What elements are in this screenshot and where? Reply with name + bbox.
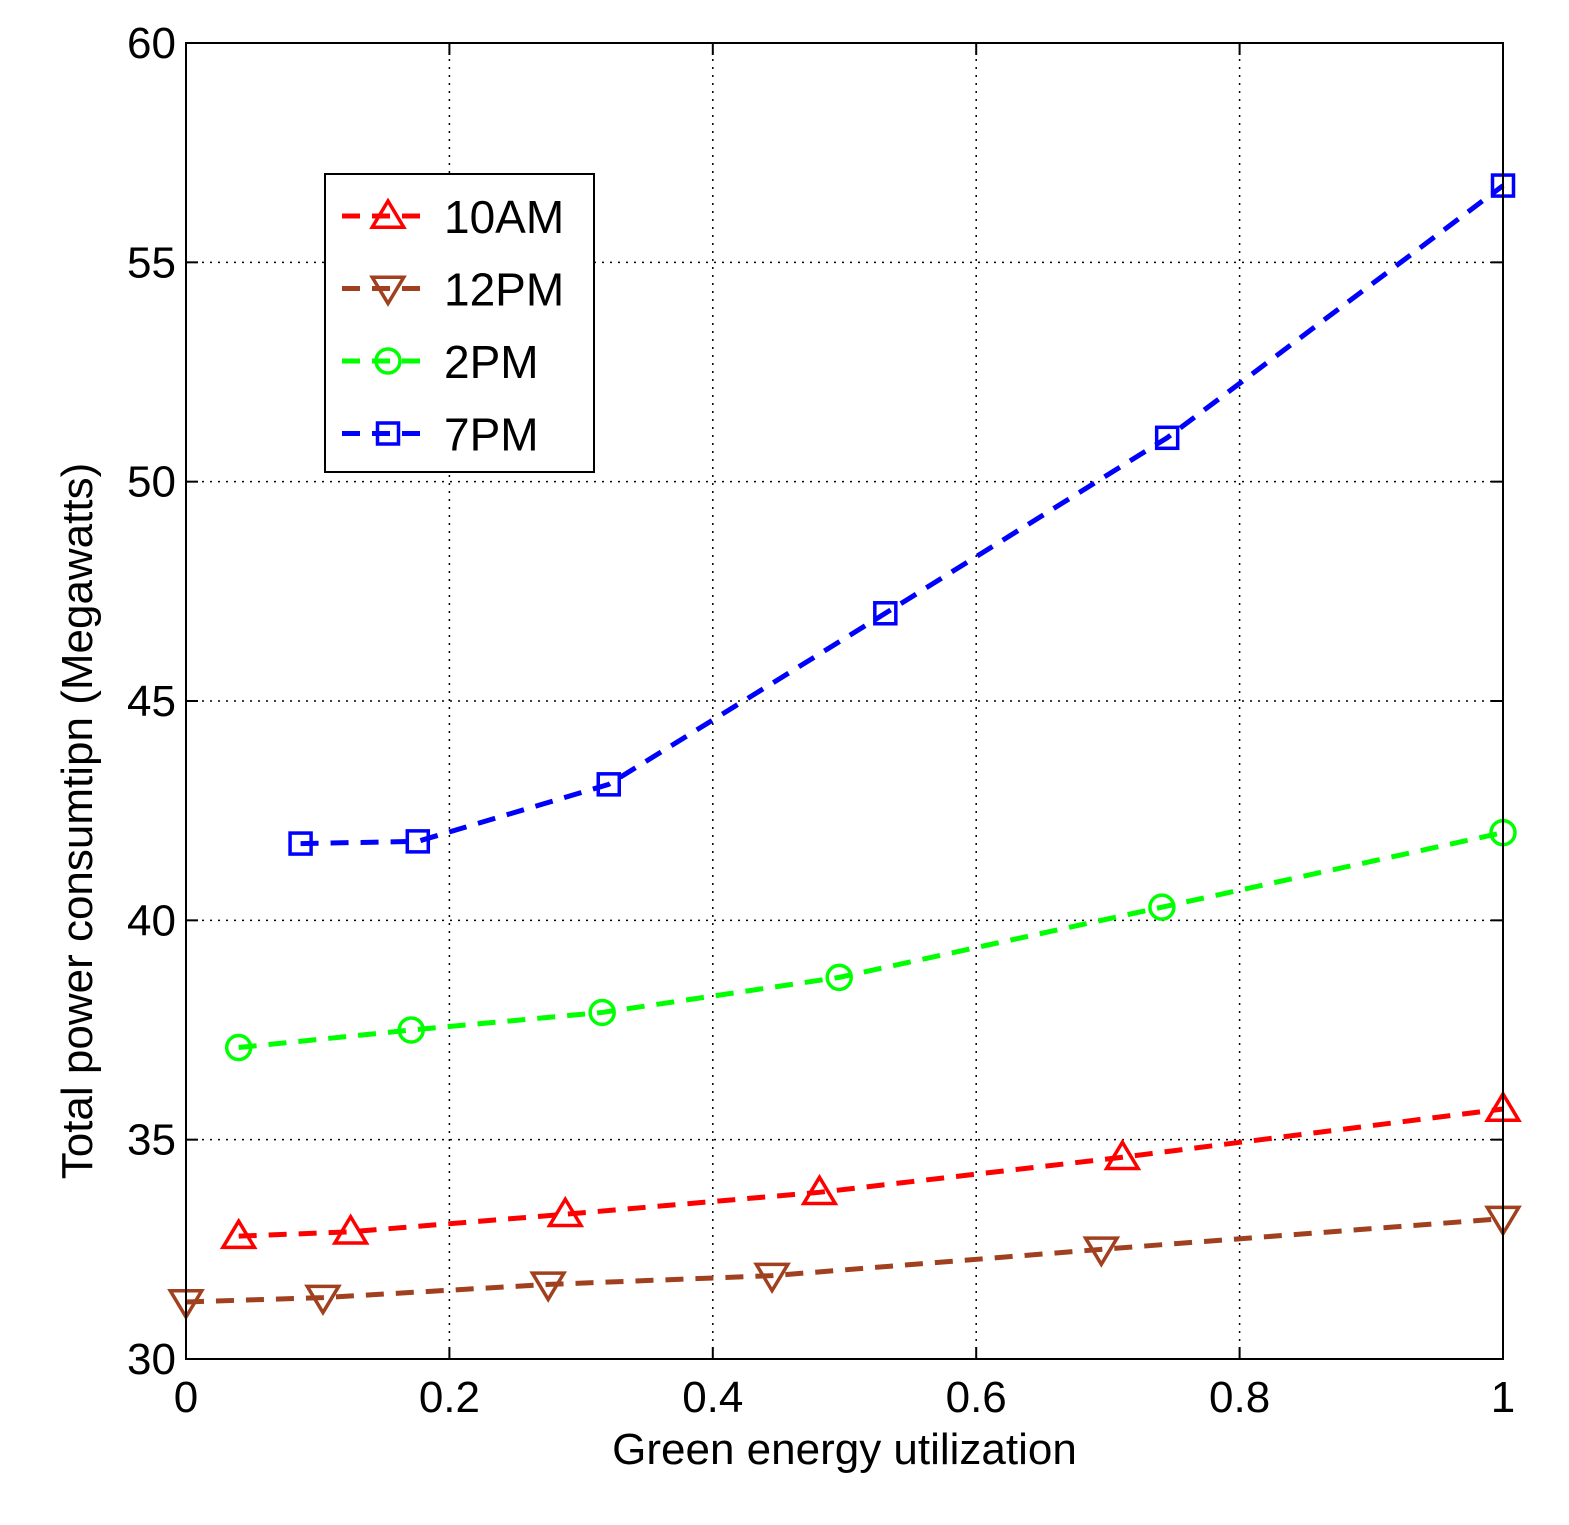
y-tick-label: 50 [127, 458, 176, 507]
marker-square [1154, 425, 1180, 451]
x-tick-label: 1 [1491, 1373, 1515, 1422]
marker-square [596, 772, 622, 797]
y-axis-title: Total power consumtipn (Megawatts) [53, 463, 102, 1180]
marker-triangle-down [369, 275, 407, 307]
y-tick-label: 55 [127, 238, 176, 287]
marker-square [405, 829, 431, 854]
marker-circle [397, 1016, 425, 1044]
legend-label: 12PM [444, 264, 564, 316]
marker-triangle-up [219, 1217, 258, 1250]
x-tick-label: 0.4 [682, 1373, 743, 1422]
legend: 10AM 12PM 2PM 7PM [324, 173, 595, 473]
legend-label: 2PM [444, 336, 539, 388]
marker-square [375, 421, 401, 446]
y-tick-label: 40 [127, 896, 176, 945]
y-tick-label: 60 [127, 19, 176, 68]
legend-item-10am: 10AM [342, 191, 564, 243]
x-tick-label: 0 [174, 1373, 198, 1422]
marker-triangle-up [546, 1195, 585, 1228]
legend-label: 7PM [444, 409, 539, 461]
marker-triangle-up [331, 1213, 370, 1245]
marker-triangle-down [753, 1262, 791, 1295]
marker-circle [374, 347, 402, 375]
marker-triangle-down [304, 1284, 342, 1316]
legend-item-7pm: 7PM [342, 409, 539, 461]
plot-series [167, 173, 1522, 1321]
x-tick-label: 0.8 [1209, 1373, 1270, 1422]
axis-ticks: 0 0.2 0.4 0.6 0.8 1 30 35 40 45 50 55 60 [127, 19, 1515, 1422]
grid [186, 43, 1503, 1359]
marker-square [288, 831, 313, 856]
y-tick-label: 45 [127, 677, 176, 726]
series-2pm [224, 818, 1517, 1062]
marker-triangle-down [1082, 1236, 1121, 1268]
series-10am [219, 1090, 1522, 1250]
marker-circle [825, 963, 853, 992]
marker-triangle-up [1103, 1138, 1142, 1171]
x-tick-label: 0.2 [419, 1373, 480, 1422]
legend-item-12pm: 12PM [342, 264, 564, 316]
x-tick-label: 0.6 [946, 1373, 1007, 1422]
y-tick-label: 30 [127, 1335, 176, 1384]
x-axis-title: Green energy utilization [612, 1425, 1077, 1474]
legend-item-2pm: 2PM [342, 336, 539, 388]
legend-label: 10AM [444, 191, 564, 243]
marker-circle [1148, 893, 1176, 921]
series-line [238, 830, 1504, 1051]
marker-triangle-up [800, 1173, 839, 1206]
marker-triangle-up [369, 197, 407, 229]
marker-square [873, 601, 898, 626]
marker-circle [224, 1033, 253, 1062]
series-line [238, 1106, 1504, 1239]
series-line [300, 183, 1505, 847]
y-tick-label: 35 [127, 1116, 176, 1165]
marker-triangle-down [529, 1271, 568, 1303]
marker-circle [588, 998, 616, 1027]
legend-box [324, 173, 595, 473]
